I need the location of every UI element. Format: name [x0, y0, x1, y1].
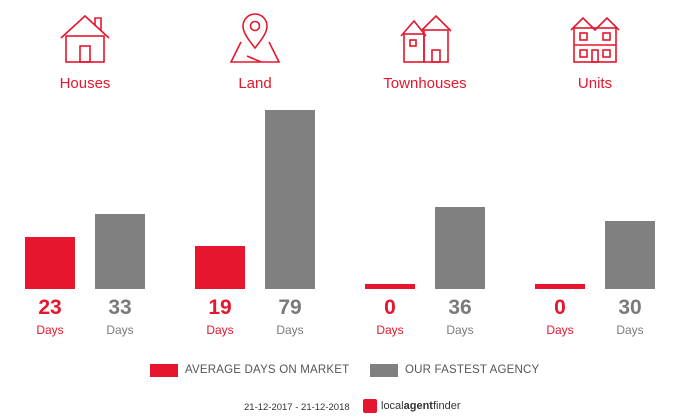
value-fastest-units: 30	[618, 296, 642, 319]
category-label-land: Land	[238, 75, 272, 92]
brand-prefix: local	[381, 400, 404, 412]
brand-logo-icon	[363, 399, 377, 413]
unit-label: Days	[206, 323, 234, 337]
unit-label: Days	[36, 323, 64, 337]
bar-fastest-land	[265, 110, 315, 289]
legend-label-average: AVERAGE DAYS ON MARKET	[185, 364, 350, 376]
bar-fastest-townhouses	[435, 207, 485, 289]
value-average-land: 19	[208, 296, 232, 319]
units-icon	[570, 16, 620, 63]
unit-label: Days	[616, 323, 644, 337]
brand-suffix: finder	[432, 400, 461, 412]
legend-label-fastest: OUR FASTEST AGENCY	[405, 364, 540, 376]
date-range: 21-12-2017 - 21-12-2018	[244, 402, 350, 413]
value-fastest-townhouses: 36	[448, 296, 472, 319]
unit-label: Days	[546, 323, 574, 337]
category-label-units: Units	[577, 75, 613, 92]
legend-swatch-fastest	[370, 364, 398, 377]
brand-name: localagentfinder	[381, 400, 461, 412]
unit-label: Days	[276, 323, 304, 337]
category-label-townhouses: Townhouses	[383, 75, 467, 92]
category-label-houses: Houses	[59, 75, 111, 92]
unit-label: Days	[106, 323, 134, 337]
house-icon	[60, 14, 110, 63]
value-average-houses: 23	[38, 296, 62, 319]
map-pin-icon	[229, 13, 281, 63]
unit-label: Days	[376, 323, 404, 337]
brand-bold: agent	[403, 400, 433, 412]
value-fastest-houses: 33	[108, 296, 132, 319]
bar-average-townhouses	[365, 284, 415, 289]
bar-average-houses	[25, 237, 75, 289]
bar-fastest-units	[605, 221, 655, 289]
value-average-townhouses: 0	[384, 296, 396, 319]
legend-swatch-average	[150, 364, 178, 377]
bar-average-units	[535, 284, 585, 289]
value-average-units: 0	[554, 296, 566, 319]
bar-fastest-houses	[95, 214, 145, 289]
unit-label: Days	[446, 323, 474, 337]
bar-average-land	[195, 246, 245, 289]
value-fastest-land: 79	[278, 296, 302, 319]
townhouses-icon	[400, 14, 452, 63]
